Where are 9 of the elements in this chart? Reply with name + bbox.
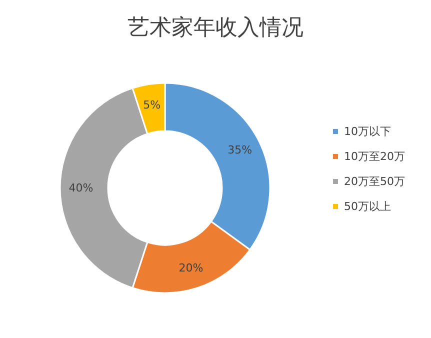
chart-title: 艺术家年收入情况 [128, 16, 304, 40]
data-label: 5% [143, 98, 161, 112]
data-label: 35% [228, 143, 252, 156]
legend-label: 50万以上 [344, 200, 391, 213]
legend-label: 20万至50万 [344, 175, 405, 188]
data-label: 40% [68, 182, 94, 194]
legend-label: 10万以下 [344, 125, 391, 138]
legend-label: 10万至20万 [344, 150, 405, 163]
data-label: 20% [178, 261, 204, 274]
